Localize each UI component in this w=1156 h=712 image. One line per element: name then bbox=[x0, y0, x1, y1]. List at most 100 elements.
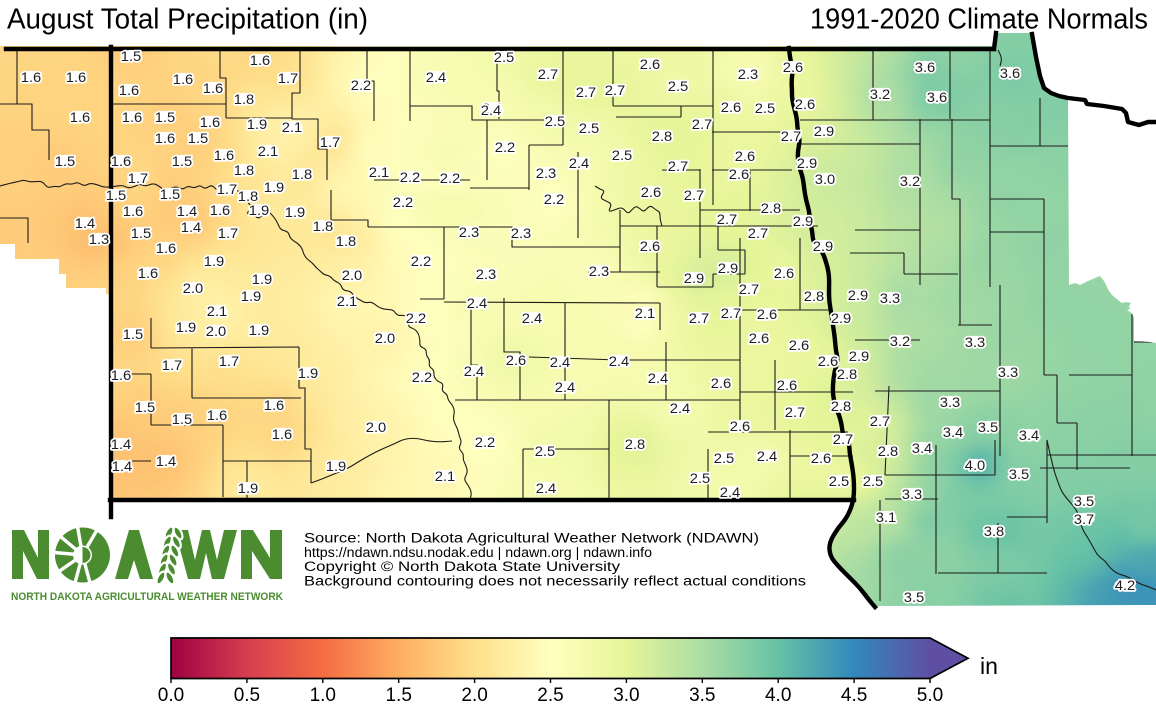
svg-text:2.1: 2.1 bbox=[369, 165, 390, 180]
svg-text:2.7: 2.7 bbox=[785, 405, 806, 420]
svg-text:2.2: 2.2 bbox=[406, 311, 427, 326]
svg-text:1.9: 1.9 bbox=[285, 205, 306, 220]
svg-text:1.5: 1.5 bbox=[160, 187, 181, 202]
svg-text:3.6: 3.6 bbox=[927, 90, 948, 105]
svg-text:2.6: 2.6 bbox=[777, 378, 798, 393]
svg-text:1.0: 1.0 bbox=[310, 685, 336, 706]
svg-text:2.8: 2.8 bbox=[804, 289, 825, 304]
svg-text:3.6: 3.6 bbox=[915, 60, 936, 75]
svg-text:2.8: 2.8 bbox=[625, 437, 646, 452]
svg-text:2.9: 2.9 bbox=[813, 239, 834, 254]
svg-text:3.4: 3.4 bbox=[1019, 428, 1040, 443]
svg-text:2.7: 2.7 bbox=[605, 83, 626, 98]
svg-text:0.5: 0.5 bbox=[234, 685, 260, 706]
svg-text:2.9: 2.9 bbox=[684, 271, 705, 286]
svg-text:1.5: 1.5 bbox=[172, 154, 193, 169]
svg-text:1.6: 1.6 bbox=[122, 110, 143, 125]
svg-text:2.4: 2.4 bbox=[482, 101, 503, 116]
svg-text:1.5: 1.5 bbox=[172, 412, 193, 427]
svg-text:2.8: 2.8 bbox=[837, 367, 858, 382]
svg-text:1.6: 1.6 bbox=[119, 83, 140, 98]
svg-text:1.9: 1.9 bbox=[247, 117, 268, 132]
svg-text:2.5: 2.5 bbox=[690, 471, 711, 486]
svg-text:2.4: 2.4 bbox=[536, 481, 557, 496]
svg-text:1.6: 1.6 bbox=[111, 154, 132, 169]
svg-text:2.6: 2.6 bbox=[795, 97, 816, 112]
svg-text:2.4: 2.4 bbox=[720, 485, 741, 500]
svg-text:2.6: 2.6 bbox=[757, 307, 778, 322]
svg-text:2.9: 2.9 bbox=[793, 214, 814, 229]
svg-text:2.9: 2.9 bbox=[849, 349, 870, 364]
svg-text:2.2: 2.2 bbox=[544, 192, 565, 207]
svg-text:1.7: 1.7 bbox=[278, 71, 299, 86]
svg-text:3.3: 3.3 bbox=[880, 291, 901, 306]
svg-text:2.6: 2.6 bbox=[641, 185, 662, 200]
svg-text:2.6: 2.6 bbox=[774, 266, 795, 281]
svg-text:3.2: 3.2 bbox=[900, 174, 921, 189]
svg-text:2.7: 2.7 bbox=[781, 129, 802, 144]
svg-text:2.6: 2.6 bbox=[749, 331, 770, 346]
svg-text:2.8: 2.8 bbox=[878, 444, 899, 459]
svg-text:1.4: 1.4 bbox=[177, 204, 198, 219]
svg-text:1.7: 1.7 bbox=[219, 354, 240, 369]
svg-text:3.7: 3.7 bbox=[1074, 512, 1095, 527]
svg-text:3.3: 3.3 bbox=[940, 395, 961, 410]
svg-text:4.0: 4.0 bbox=[965, 458, 986, 473]
svg-text:2.2: 2.2 bbox=[393, 195, 414, 210]
svg-text:2.2: 2.2 bbox=[495, 140, 516, 155]
svg-text:1.5: 1.5 bbox=[188, 131, 209, 146]
svg-text:2.4: 2.4 bbox=[648, 371, 669, 386]
svg-text:2.2: 2.2 bbox=[475, 435, 496, 450]
svg-text:1.7: 1.7 bbox=[218, 226, 239, 241]
svg-text:2.2: 2.2 bbox=[400, 170, 421, 185]
svg-text:1.5: 1.5 bbox=[55, 154, 76, 169]
svg-text:1.4: 1.4 bbox=[181, 220, 202, 235]
svg-text:2.0: 2.0 bbox=[206, 324, 227, 339]
svg-text:2.7: 2.7 bbox=[833, 432, 854, 447]
svg-text:1.9: 1.9 bbox=[204, 254, 225, 269]
svg-text:3.0: 3.0 bbox=[815, 172, 836, 187]
svg-text:3.3: 3.3 bbox=[902, 487, 923, 502]
svg-text:2.4: 2.4 bbox=[426, 70, 447, 85]
svg-text:3.0: 3.0 bbox=[613, 685, 639, 706]
svg-text:3.2: 3.2 bbox=[870, 87, 891, 102]
svg-text:2.7: 2.7 bbox=[739, 282, 760, 297]
svg-text:3.5: 3.5 bbox=[689, 685, 715, 706]
svg-text:1.6: 1.6 bbox=[111, 368, 132, 383]
svg-text:1991-2020 Climate Normals: 1991-2020 Climate Normals bbox=[810, 4, 1148, 36]
svg-text:1.8: 1.8 bbox=[336, 234, 357, 249]
svg-text:1.9: 1.9 bbox=[298, 366, 319, 381]
svg-text:1.8: 1.8 bbox=[313, 219, 334, 234]
svg-text:2.5: 2.5 bbox=[579, 121, 600, 136]
svg-text:3.5: 3.5 bbox=[1009, 467, 1030, 482]
svg-text:2.6: 2.6 bbox=[811, 451, 832, 466]
svg-text:2.6: 2.6 bbox=[730, 419, 751, 434]
svg-text:3.4: 3.4 bbox=[912, 441, 933, 456]
svg-text:4.2: 4.2 bbox=[1115, 578, 1136, 593]
svg-text:2.7: 2.7 bbox=[689, 311, 710, 326]
svg-text:2.3: 2.3 bbox=[536, 166, 557, 181]
svg-text:1.6: 1.6 bbox=[155, 131, 176, 146]
svg-text:1.5: 1.5 bbox=[135, 400, 156, 415]
svg-text:2.8: 2.8 bbox=[652, 129, 673, 144]
svg-text:2.4: 2.4 bbox=[481, 103, 502, 118]
svg-text:Copyright © North Dakota State: Copyright © North Dakota State Universit… bbox=[304, 559, 620, 574]
svg-text:1.5: 1.5 bbox=[385, 685, 411, 706]
svg-text:1.6: 1.6 bbox=[66, 70, 87, 85]
svg-text:2.0: 2.0 bbox=[366, 420, 387, 435]
svg-text:2.3: 2.3 bbox=[589, 264, 610, 279]
svg-text:1.9: 1.9 bbox=[252, 272, 273, 287]
svg-text:2.4: 2.4 bbox=[569, 156, 590, 171]
svg-text:2.4: 2.4 bbox=[467, 296, 488, 311]
svg-text:2.7: 2.7 bbox=[717, 212, 738, 227]
svg-text:2.2: 2.2 bbox=[351, 78, 372, 93]
svg-text:2.7: 2.7 bbox=[538, 67, 559, 82]
svg-text:3.3: 3.3 bbox=[998, 365, 1019, 380]
svg-text:Source: North Dakota Agricultu: Source: North Dakota Agricultural Weathe… bbox=[304, 531, 759, 546]
svg-text:August Total Precipitation (in: August Total Precipitation (in) bbox=[7, 4, 368, 36]
svg-text:2.7: 2.7 bbox=[576, 85, 597, 100]
svg-text:https://ndawn.ndsu.nodak.edu |: https://ndawn.ndsu.nodak.edu | ndawn.org… bbox=[304, 545, 652, 560]
svg-text:2.6: 2.6 bbox=[729, 167, 750, 182]
svg-text:1.4: 1.4 bbox=[111, 437, 132, 452]
svg-text:1.6: 1.6 bbox=[138, 266, 159, 281]
